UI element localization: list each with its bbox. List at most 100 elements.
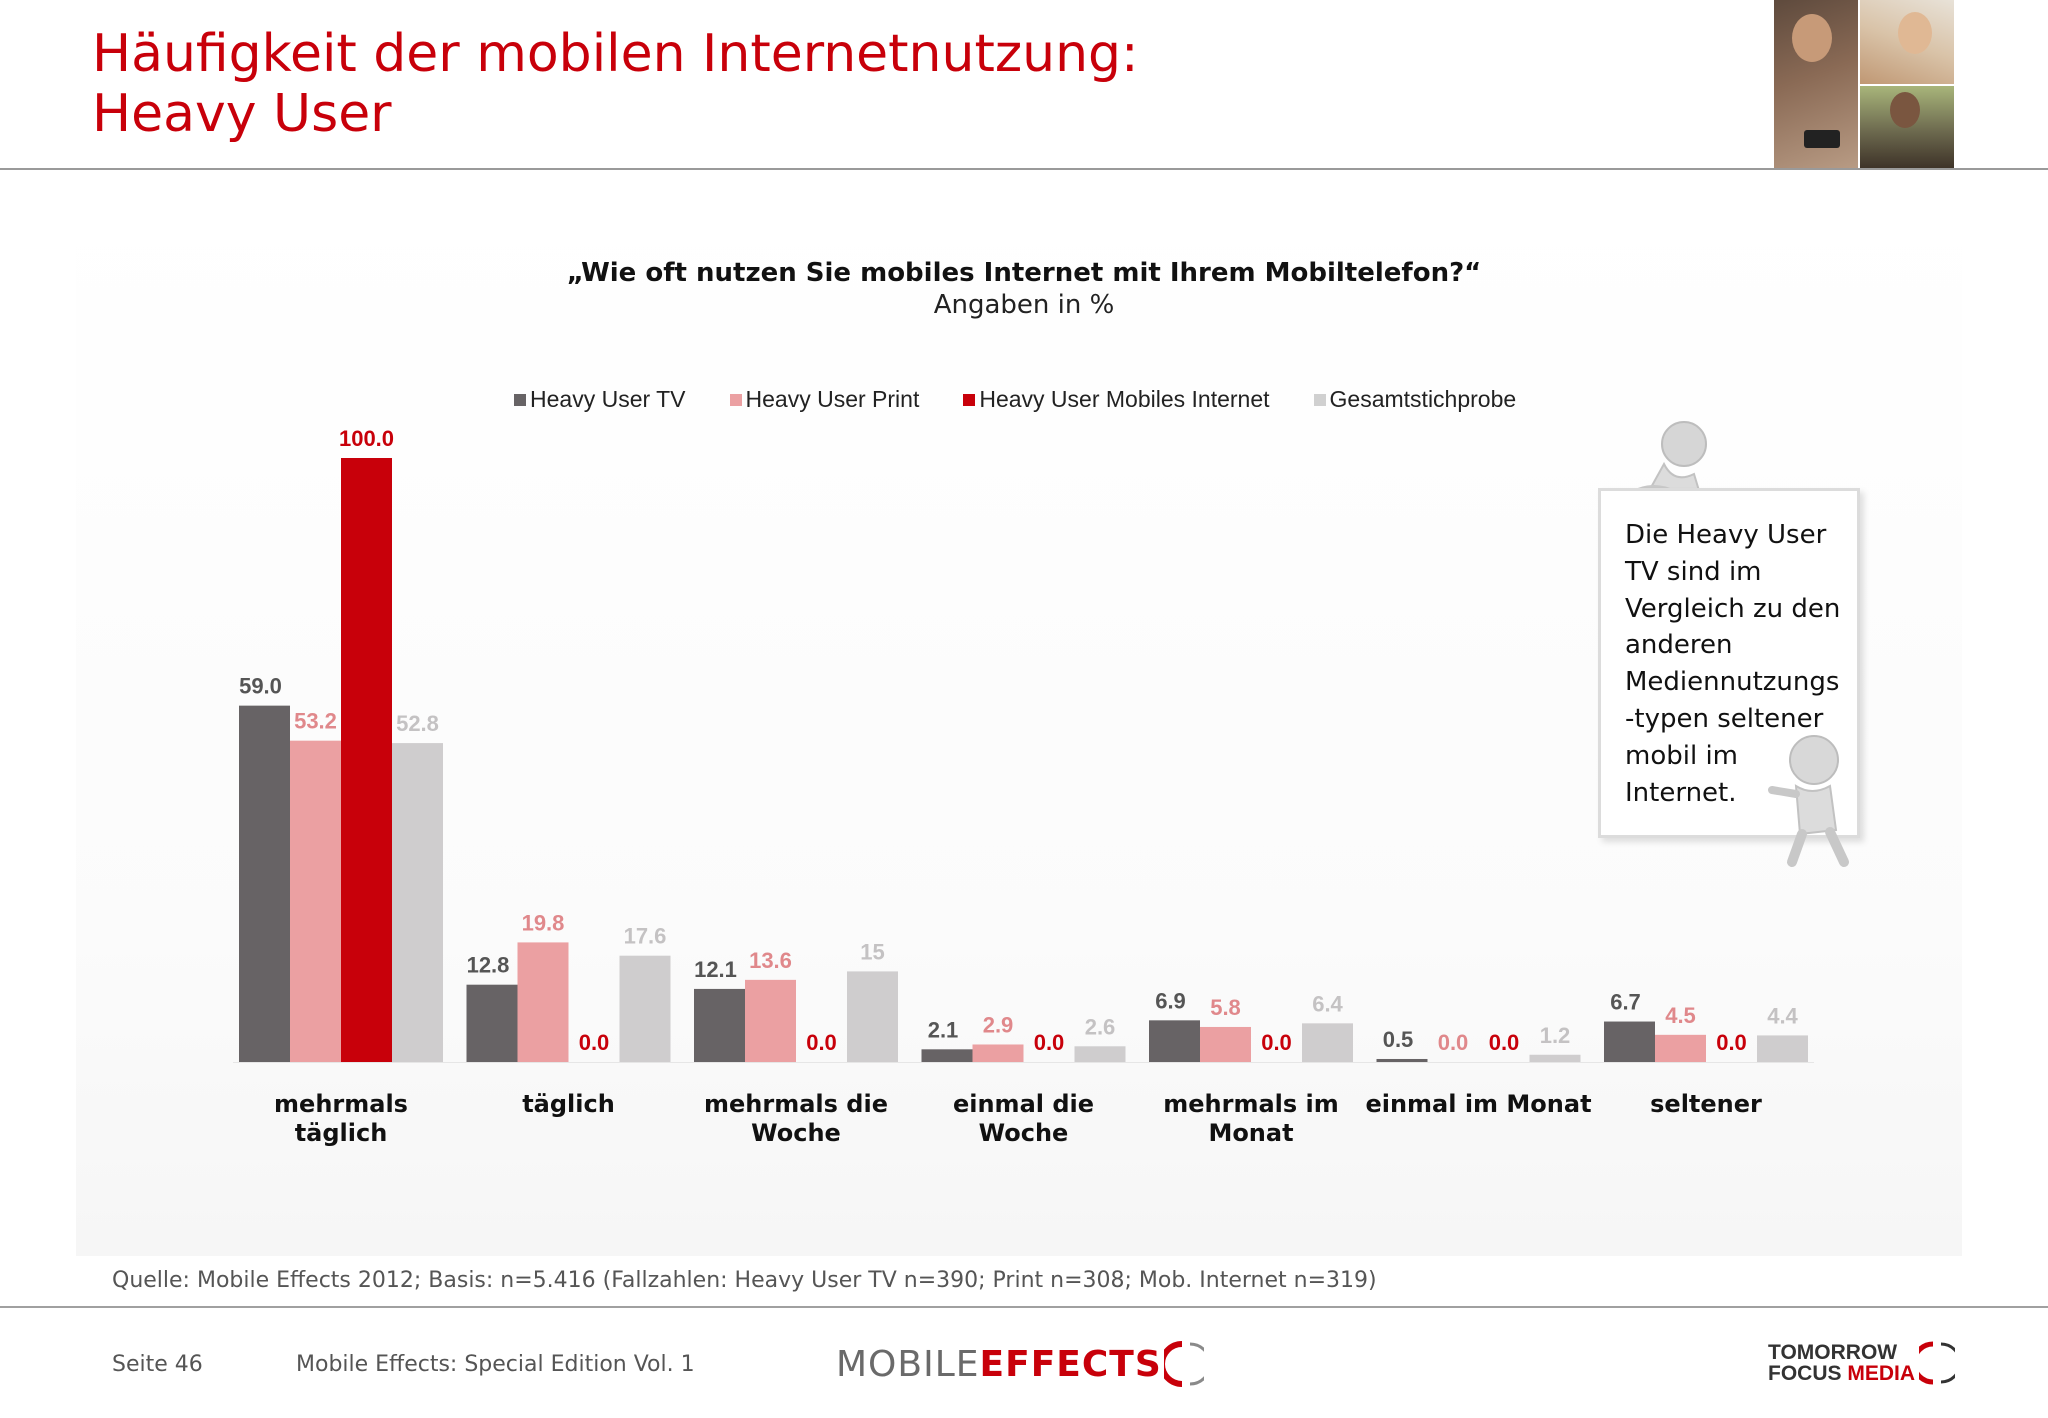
bar-heavy-user-mobiles-internet-0	[341, 458, 392, 1062]
bar-heavy-user-print-0	[290, 740, 341, 1062]
legend-item-heavy-user-mobiles-internet: Heavy User Mobiles Internet	[963, 386, 1270, 413]
bar-heavy-user-tv-4	[1149, 1020, 1200, 1062]
mobile-effects-logo: MOBILE EFFECTS	[836, 1340, 1204, 1388]
category-label-6: seltener	[1650, 1090, 1762, 1118]
page-title: Häufigkeit der mobilen Internetnutzung: …	[92, 24, 1139, 144]
bar-heavy-user-tv-6	[1604, 1021, 1655, 1062]
legend-item-heavy-user-print: Heavy User Print	[729, 386, 920, 413]
bar-heavy-user-tv-2	[694, 988, 745, 1062]
bar-gesamtstichprobe-5	[1529, 1054, 1581, 1062]
data-label-heavy-user-print-1: 19.8	[522, 910, 565, 935]
data-label-heavy-user-print-6: 4.5	[1665, 1003, 1696, 1028]
data-label-heavy-user-mobiles-internet-2: 0.0	[806, 1030, 837, 1055]
category-label-4-line-1: Monat	[1208, 1119, 1293, 1147]
bar-gesamtstichprobe-2	[847, 971, 898, 1062]
bar-heavy-user-tv-0	[239, 705, 290, 1062]
pushing-figure-icon	[1768, 735, 1849, 867]
chart-title: „Wie oft nutzen Sie mobiles Internet mit…	[566, 258, 1482, 288]
category-label-5: einmal im Monat	[1365, 1090, 1591, 1118]
legend-label-heavy-user-mobiles-internet: Heavy User Mobiles Internet	[979, 386, 1270, 412]
bar-gesamtstichprobe-0	[392, 743, 443, 1062]
category-label-0-line-1: täglich	[295, 1119, 388, 1147]
chart-legend: Heavy User TV Heavy User Print Heavy Use…	[514, 386, 1560, 413]
header-divider	[0, 168, 2048, 170]
logo-mobile-part: MOBILE	[836, 1343, 980, 1385]
category-label-3-line-0: einmal die	[953, 1090, 1094, 1118]
data-label-heavy-user-print-0: 53.2	[294, 709, 337, 734]
data-label-heavy-user-tv-3: 2.1	[928, 1017, 959, 1042]
footer-edition: Mobile Effects: Special Edition Vol. 1	[296, 1352, 695, 1377]
data-label-gesamtstichprobe-1: 17.6	[624, 924, 667, 949]
data-label-heavy-user-mobiles-internet-4: 0.0	[1261, 1030, 1292, 1055]
data-label-heavy-user-mobiles-internet-1: 0.0	[579, 1030, 610, 1055]
legend-label-gesamtstichprobe: Gesamtstichprobe	[1329, 386, 1517, 412]
data-label-heavy-user-mobiles-internet-3: 0.0	[1034, 1030, 1065, 1055]
category-label-2: mehrmals die Woche	[704, 1090, 888, 1147]
logo-effects-part: EFFECTS	[979, 1343, 1162, 1385]
category-label-2-line-0: mehrmals die	[704, 1090, 888, 1118]
category-label-6-line-0: seltener	[1650, 1090, 1762, 1118]
bar-heavy-user-print-3	[972, 1044, 1024, 1062]
category-label-1: täglich	[522, 1090, 615, 1118]
data-label-heavy-user-tv-2: 12.1	[694, 957, 737, 982]
chart-subtitle: Angaben in %	[933, 290, 1115, 320]
logo-focus: FOCUS	[1768, 1362, 1842, 1385]
legend-swatch-heavy-user-mobiles-internet	[963, 393, 976, 406]
data-label-heavy-user-print-4: 5.8	[1210, 995, 1241, 1020]
legend-swatch-heavy-user-tv	[514, 393, 526, 406]
logo-bracket-icon	[1163, 1341, 1204, 1387]
footer-page-number: Seite 46	[112, 1352, 203, 1377]
data-label-heavy-user-tv-1: 12.8	[467, 953, 510, 978]
legend-label-heavy-user-print: Heavy User Print	[745, 386, 920, 412]
data-label-heavy-user-mobiles-internet-6: 0.0	[1716, 1030, 1747, 1055]
legend-item-heavy-user-tv: Heavy User TV	[514, 386, 686, 413]
logo-media: MEDIA	[1847, 1362, 1916, 1385]
bar-gesamtstichprobe-1	[619, 955, 671, 1062]
bar-heavy-user-print-1	[517, 942, 569, 1062]
legend-swatch-heavy-user-print	[729, 393, 742, 406]
header-photo-collage	[1774, 0, 1954, 168]
category-label-5-line-0: einmal im Monat	[1365, 1090, 1591, 1118]
bar-gesamtstichprobe-4	[1302, 1023, 1353, 1062]
bar-gesamtstichprobe-3	[1074, 1046, 1126, 1062]
data-label-gesamtstichprobe-0: 52.8	[396, 711, 439, 736]
legend-swatch-gesamtstichprobe	[1313, 393, 1326, 406]
footer-source: Quelle: Mobile Effects 2012; Basis: n=5.…	[112, 1268, 1377, 1293]
bar-gesamtstichprobe-6	[1757, 1035, 1808, 1062]
footer-divider	[0, 1306, 2048, 1308]
bar-heavy-user-print-4	[1200, 1026, 1251, 1062]
data-label-gesamtstichprobe-3: 2.6	[1085, 1014, 1116, 1039]
page-title-line-2: Heavy User	[92, 84, 392, 144]
bar-heavy-user-tv-3	[921, 1049, 973, 1062]
bar-heavy-user-tv-1	[466, 984, 518, 1062]
data-label-gesamtstichprobe-4: 6.4	[1312, 991, 1343, 1016]
tomorrow-focus-media-logo: TOMORROW FOCUS MEDIA	[1768, 1340, 1956, 1386]
data-label-heavy-user-tv-6: 6.7	[1610, 990, 1641, 1015]
data-label-heavy-user-mobiles-internet-0: 100.0	[339, 426, 394, 451]
data-label-heavy-user-tv-5: 0.5	[1383, 1027, 1414, 1052]
category-label-3: einmal die Woche	[953, 1090, 1094, 1147]
category-label-0: mehrmals täglich	[274, 1090, 408, 1147]
data-label-heavy-user-tv-4: 6.9	[1155, 988, 1186, 1013]
legend-item-gesamtstichprobe: Gesamtstichprobe	[1313, 386, 1517, 413]
logo-tfm-bracket-icon	[1919, 1341, 1956, 1385]
legend-label-heavy-user-tv: Heavy User TV	[530, 386, 686, 412]
bar-heavy-user-tv-5	[1376, 1058, 1428, 1062]
data-label-heavy-user-mobiles-internet-5: 0.0	[1489, 1030, 1520, 1055]
category-label-3-line-1: Woche	[979, 1119, 1069, 1147]
page-title-line-1: Häufigkeit der mobilen Internetnutzung:	[92, 24, 1139, 84]
bar-heavy-user-print-2	[745, 979, 796, 1062]
category-label-4: mehrmals im Monat	[1163, 1090, 1339, 1147]
bar-heavy-user-print-6	[1655, 1034, 1706, 1062]
data-label-heavy-user-print-2: 13.6	[749, 948, 792, 973]
category-label-4-line-0: mehrmals im	[1163, 1090, 1339, 1118]
data-label-gesamtstichprobe-2: 15	[860, 939, 884, 964]
category-label-1-line-0: täglich	[522, 1090, 615, 1118]
data-label-heavy-user-tv-0: 59.0	[239, 674, 282, 699]
callout-note-text: Die Heavy User TV sind im Vergleich zu d…	[1625, 520, 1841, 808]
logo-tomorrow: TOMORROW	[1768, 1341, 1898, 1364]
data-label-gesamtstichprobe-5: 1.2	[1540, 1023, 1571, 1048]
category-label-2-line-1: Woche	[751, 1119, 841, 1147]
category-label-0-line-0: mehrmals	[274, 1090, 408, 1118]
